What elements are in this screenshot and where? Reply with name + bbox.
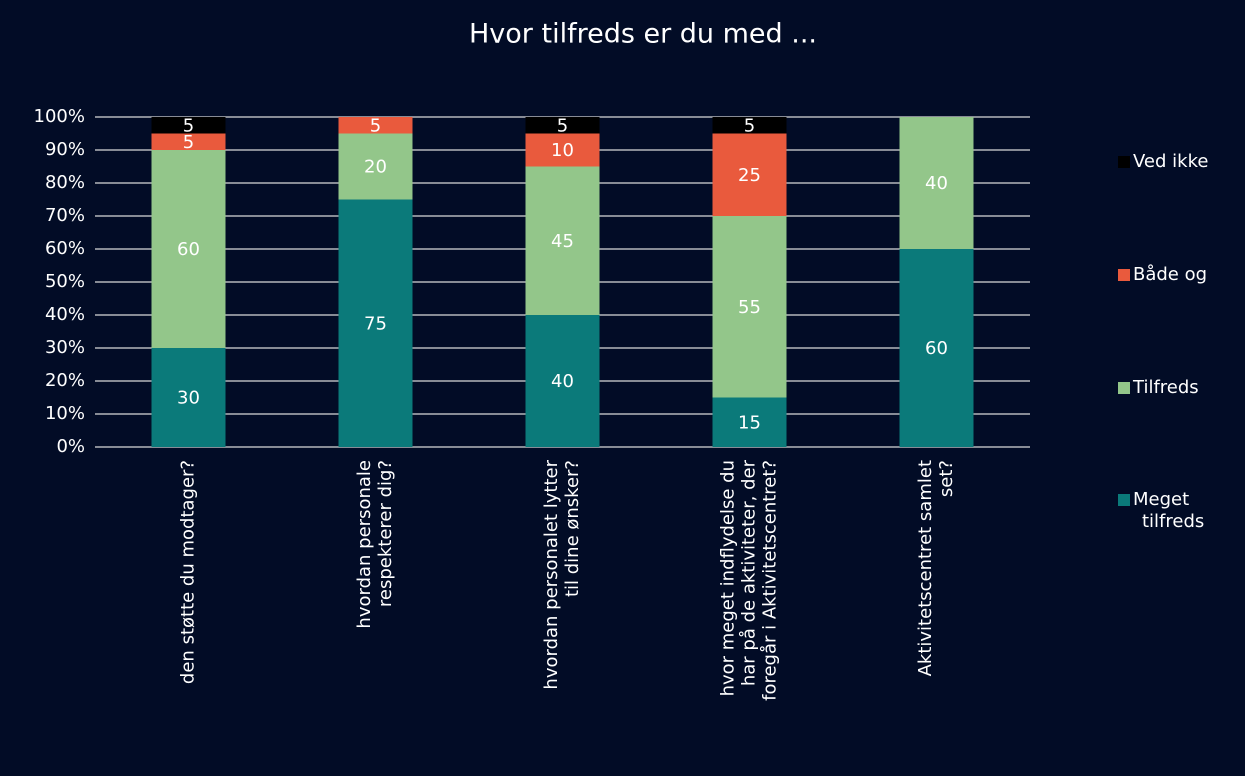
data-label: 5: [557, 115, 568, 136]
legend-swatch: [1118, 382, 1130, 394]
y-tick-label: 20%: [45, 370, 85, 391]
data-label: 55: [738, 297, 761, 318]
data-label: 25: [738, 165, 761, 186]
legend-swatch: [1118, 494, 1130, 506]
data-label: 60: [177, 239, 200, 260]
y-tick-label: 50%: [45, 271, 85, 292]
x-tick-label: hvor meget indflydelse du: [718, 460, 739, 696]
data-label: 5: [183, 132, 194, 153]
y-tick-label: 100%: [34, 106, 85, 127]
bar-segment: [525, 166, 600, 315]
data-label: 40: [925, 173, 948, 194]
x-tick-label: foregår i Aktivitetscentret?: [760, 460, 781, 701]
legend-label: Meget tilfreds: [1133, 489, 1204, 532]
bar-segment: [525, 315, 600, 447]
x-tick-label: har på de aktiviteter, der: [739, 459, 760, 686]
data-label: 30: [177, 388, 200, 409]
data-label: 20: [364, 157, 387, 178]
x-tick-label: den støtte du modtager?: [178, 460, 199, 684]
x-tick-label: til dine ønsker?: [562, 460, 583, 597]
y-tick-label: 30%: [45, 337, 85, 358]
bar-segment: [151, 348, 226, 447]
bar-segment: [525, 117, 600, 134]
y-tick-label: 80%: [45, 172, 85, 193]
x-tick-label: set?: [936, 460, 957, 497]
legend-swatch: [1118, 269, 1130, 281]
bar-segment: [338, 199, 413, 447]
x-tick-label: hvordan personalet lytter: [541, 459, 562, 689]
data-label: 60: [925, 338, 948, 359]
y-tick-label: 60%: [45, 238, 85, 259]
y-tick-label: 0%: [56, 436, 85, 457]
legend-label: Ved ikke: [1133, 151, 1208, 172]
bar-segment: [338, 133, 413, 200]
data-label: 5: [183, 115, 194, 136]
legend-label: Tilfreds: [1132, 377, 1199, 398]
y-tick-label: 90%: [45, 139, 85, 160]
legend-label: Både og: [1133, 264, 1207, 285]
legend-swatch: [1118, 156, 1130, 168]
bar-segment: [712, 133, 787, 216]
y-tick-label: 10%: [45, 403, 85, 424]
data-label: 5: [744, 115, 755, 136]
bar-segment: [151, 117, 226, 134]
data-label: 10: [551, 140, 574, 161]
data-label: 5: [370, 115, 381, 136]
x-tick-label: respekterer dig?: [375, 460, 396, 607]
data-label: 45: [551, 231, 574, 252]
bar-segment: [338, 117, 413, 134]
x-tick-label: Aktivitetscentret samlet: [915, 460, 936, 676]
bar-segment: [525, 133, 600, 167]
data-label: 15: [738, 412, 761, 433]
bar-segment: [899, 117, 974, 249]
y-tick-label: 40%: [45, 304, 85, 325]
x-tick-label: hvordan personale: [354, 460, 375, 629]
bar-segment: [899, 249, 974, 447]
bar-segment: [151, 150, 226, 348]
data-label: 75: [364, 313, 387, 334]
bar-segment: [712, 397, 787, 447]
data-label: 40: [551, 371, 574, 392]
chart-title: Hvor tilfreds er du med ...: [469, 19, 817, 50]
bar-segment: [712, 216, 787, 398]
bar-segment: [151, 133, 226, 150]
y-tick-label: 70%: [45, 205, 85, 226]
bar-segment: [712, 117, 787, 134]
